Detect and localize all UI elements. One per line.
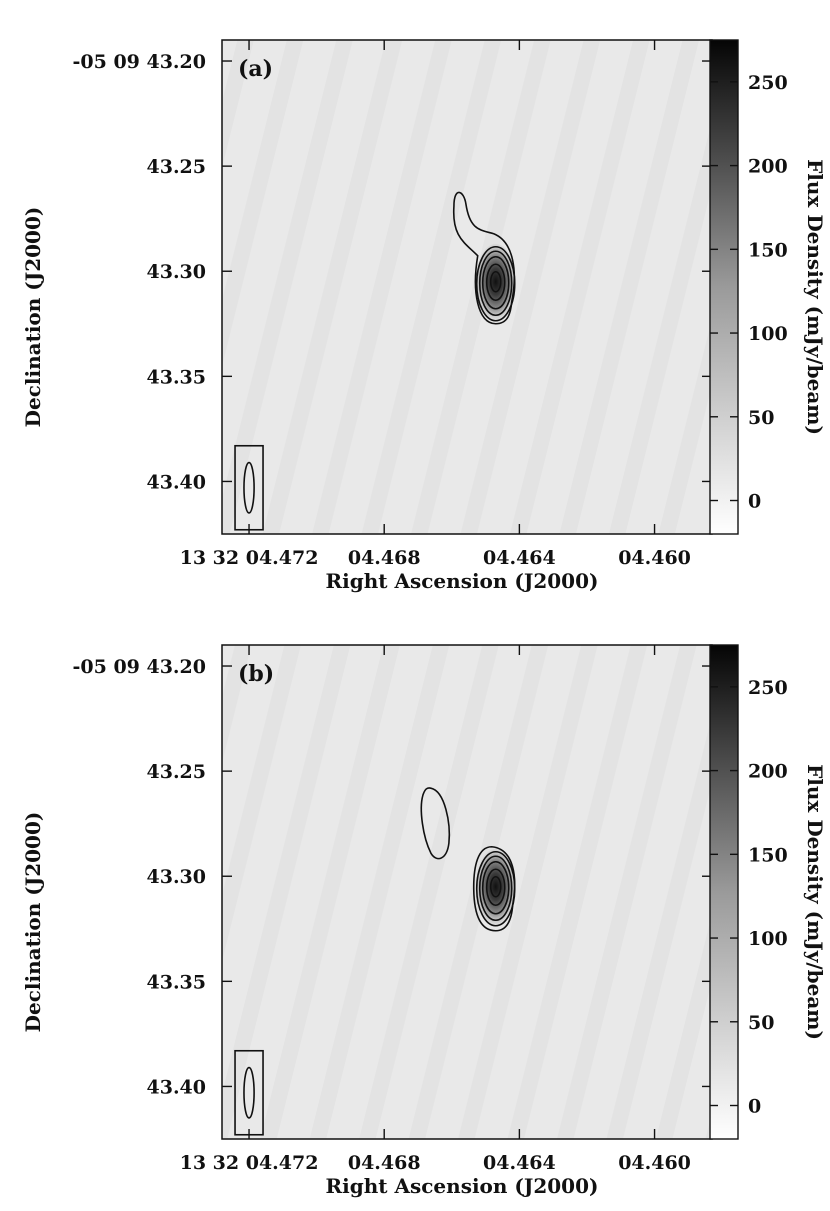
y-tick-label: 43.25 (147, 761, 207, 783)
x-axis-label: Right Ascension (J2000) (326, 569, 599, 593)
y-tick-label: 43.30 (147, 866, 207, 888)
contour-outer (453, 191, 516, 325)
colorbar (709, 39, 739, 535)
contour-level (485, 868, 506, 907)
colorbar-tick-label: 150 (748, 844, 788, 866)
y-tick-label: 43.40 (147, 471, 207, 493)
contour-outer (472, 845, 516, 932)
contour-level (489, 875, 502, 898)
contour-extension (420, 787, 451, 860)
contour-level (478, 855, 513, 922)
y-tick-label: -05 09 43.20 (73, 51, 207, 73)
contour-level (481, 255, 510, 310)
y-tick-label: 43.30 (147, 261, 207, 283)
colorbar-tick-label: 200 (748, 156, 788, 178)
x-tick-label: 13 32 04.472 (180, 1152, 319, 1174)
y-axis-label: Declination (J2000) (21, 812, 45, 1033)
contours (420, 787, 516, 932)
y-tick-label: 43.35 (147, 971, 207, 993)
image-map (222, 40, 712, 534)
colorbar (709, 644, 739, 1140)
contour-level (489, 270, 502, 293)
colorbar-label: Flux Density (mJy/beam) (803, 764, 827, 1040)
y-tick-label: 43.40 (147, 1076, 207, 1098)
x-tick-label: 04.468 (348, 1152, 421, 1174)
beam-ellipse (243, 1066, 255, 1119)
x-tick-label: 04.468 (348, 547, 421, 569)
colorbar-tick-label: 250 (748, 677, 788, 699)
y-tick-label: 43.35 (147, 366, 207, 388)
contour-level (481, 860, 510, 915)
colorbar-tick-label: 200 (748, 761, 788, 783)
contours (453, 191, 516, 325)
colorbar-tick-label: 0 (748, 1096, 761, 1118)
background-emission (222, 645, 712, 1139)
panel-label: (b) (238, 661, 274, 687)
panel-a: 13 32 04.472 04.468 04.464 04.460 -05 09 43.… (21, 39, 827, 593)
x-tick-label: 13 32 04.472 (180, 547, 319, 569)
colorbar-tick-label: 50 (748, 1012, 774, 1034)
x-tick-label: 04.460 (618, 547, 691, 569)
image-map (222, 645, 712, 1139)
x-tick-label: 04.464 (483, 1152, 556, 1174)
colorbar-tick-label: 100 (748, 928, 788, 950)
panel-b: 13 32 04.472 04.468 04.464 04.460 -05 09 43.… (21, 644, 827, 1198)
y-tick-label: -05 09 43.20 (73, 656, 207, 678)
x-tick-label: 04.460 (618, 1152, 691, 1174)
colorbar-tick-label: 150 (748, 239, 788, 261)
x-axis-label: Right Ascension (J2000) (326, 1174, 599, 1198)
colorbar-tick-label: 0 (748, 491, 761, 513)
x-tick-label: 04.464 (483, 547, 556, 569)
y-axis-label: Declination (J2000) (21, 207, 45, 428)
panel-label: (a) (238, 56, 273, 82)
contour-level (478, 250, 513, 317)
background-emission (222, 40, 712, 534)
colorbar-tick-label: 100 (748, 323, 788, 345)
colorbar-tick-label: 50 (748, 407, 774, 429)
colorbar-tick-label: 250 (748, 72, 788, 94)
contour-level (485, 263, 506, 302)
y-tick-label: 43.25 (147, 156, 207, 178)
beam-ellipse (243, 461, 255, 514)
colorbar-label: Flux Density (mJy/beam) (803, 159, 827, 435)
